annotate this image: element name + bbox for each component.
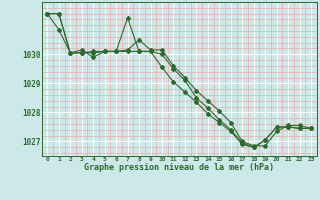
X-axis label: Graphe pression niveau de la mer (hPa): Graphe pression niveau de la mer (hPa) xyxy=(84,163,274,172)
